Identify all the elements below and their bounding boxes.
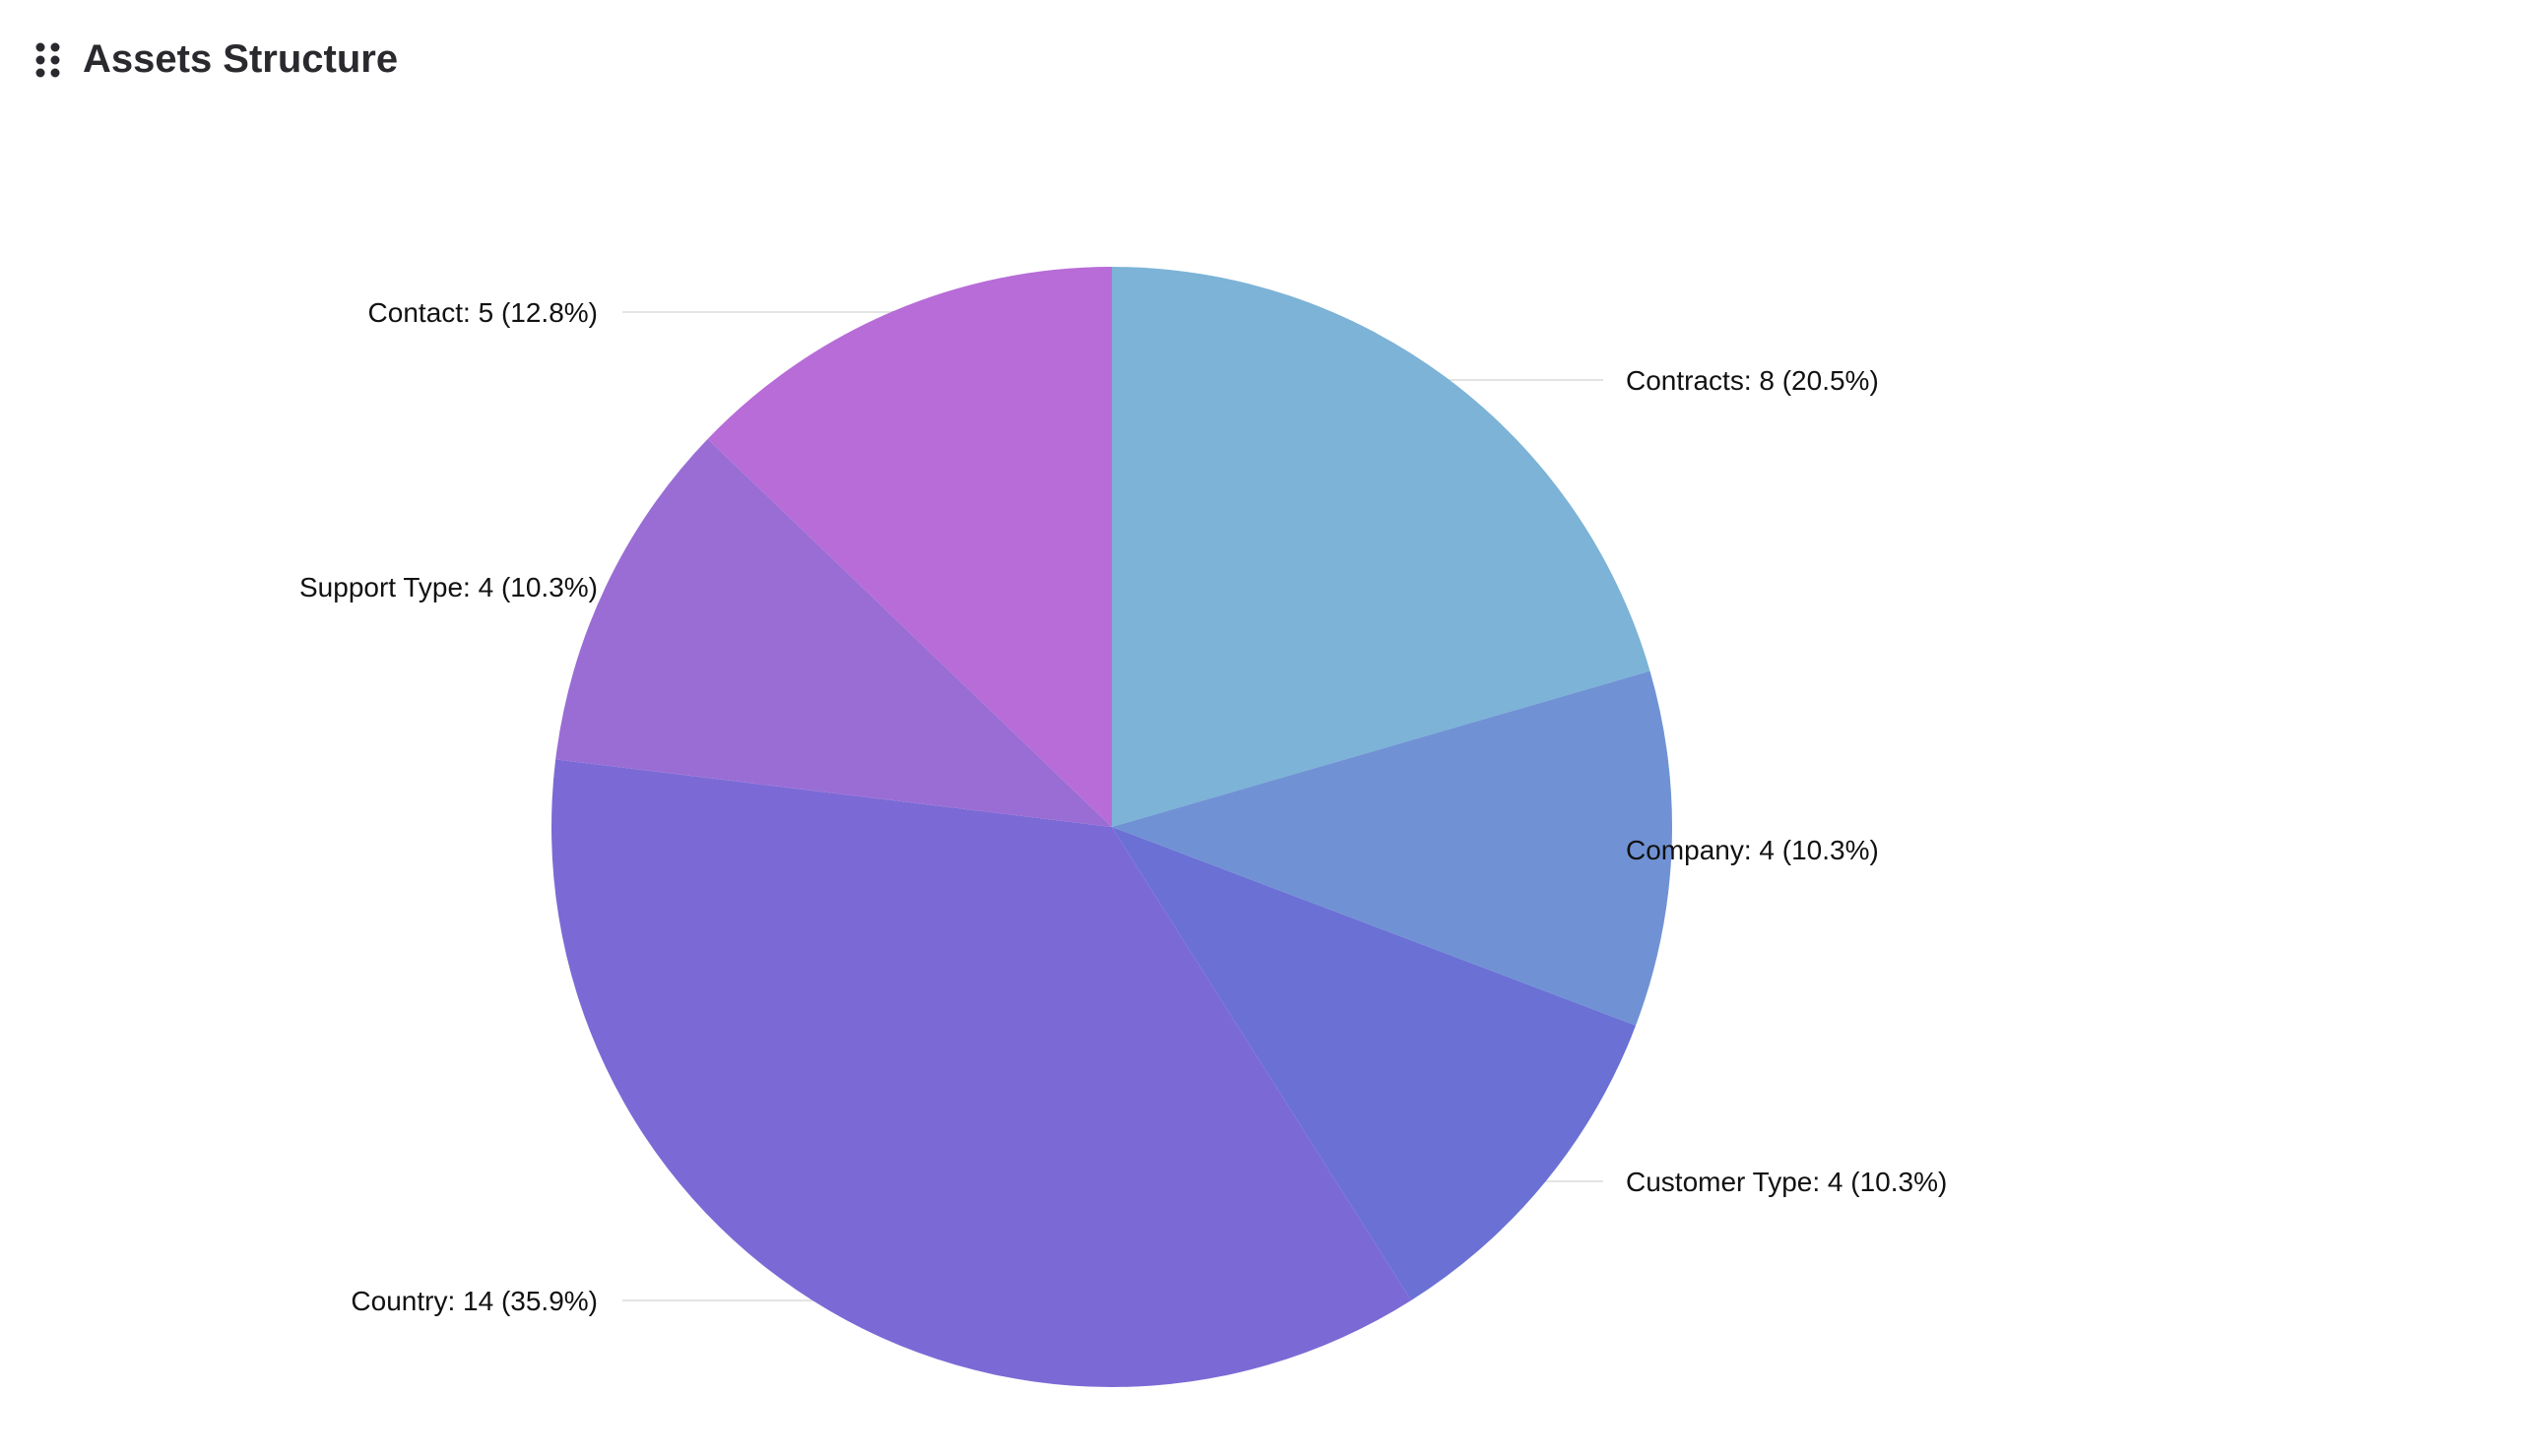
slice-label: Contracts: 8 (20.5%) <box>1626 365 1879 396</box>
chart-header: Assets Structure <box>35 37 398 82</box>
chart-title: Assets Structure <box>83 37 399 81</box>
pie-slice-contact[interactable] <box>707 267 1112 827</box>
pie-slice-contracts[interactable] <box>1112 267 1650 827</box>
pie-slice-country[interactable] <box>551 759 1412 1388</box>
slice-label: Country: 14 (35.9%) <box>351 1286 598 1316</box>
slice-label: Customer Type: 4 (10.3%) <box>1626 1167 1947 1197</box>
drag-handle-icon[interactable] <box>35 42 61 78</box>
pie-slice-support-type[interactable] <box>555 438 1112 827</box>
pie-slice-customer-type[interactable] <box>1112 827 1637 1300</box>
slice-label: Company: 4 (10.3%) <box>1626 835 1879 865</box>
slice-label: Contact: 5 (12.8%) <box>368 297 598 328</box>
pie-slice-company[interactable] <box>1112 670 1672 1026</box>
slice-label: Support Type: 4 (10.3%) <box>299 572 598 602</box>
